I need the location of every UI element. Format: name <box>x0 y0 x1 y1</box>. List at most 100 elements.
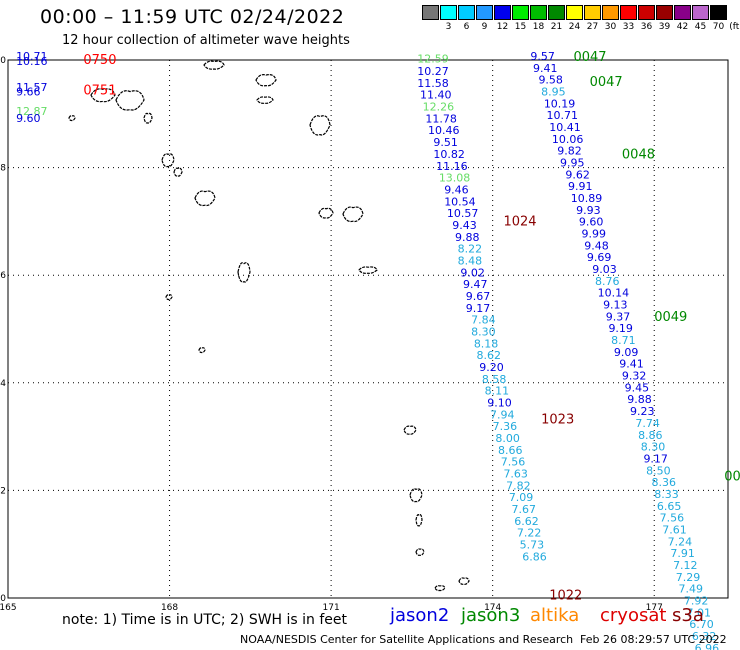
wave-height-label: 8.11 <box>485 385 510 398</box>
map-subtitle: 12 hour collection of altimeter wave hei… <box>62 33 350 48</box>
wave-height-label: 11.57 <box>16 81 48 94</box>
wave-height-label: 9.88 <box>455 231 480 244</box>
wave-height-label: 9.57 <box>530 50 555 63</box>
wave-height-label: 9.91 <box>568 180 593 193</box>
island-outline <box>237 262 251 283</box>
scale-label: 9 <box>481 22 488 32</box>
wave-height-label: 9.02 <box>460 266 485 279</box>
scale-swatch <box>602 5 619 20</box>
scale-label: 36 <box>640 22 653 32</box>
wave-height-label: 8.62 <box>477 349 502 362</box>
scale-swatch <box>566 5 583 20</box>
scale-swatch <box>512 5 529 20</box>
wave-height-label: 9.99 <box>582 228 607 241</box>
wave-height-label: 9.67 <box>466 290 491 303</box>
scale-label: 18 <box>532 22 545 32</box>
scale-label: 12 <box>496 22 509 32</box>
scale-label: 15 <box>514 22 527 32</box>
scale-unit: (ft) <box>729 22 740 32</box>
scale-label: 6 <box>463 22 470 32</box>
wave-height-label: 12.87 <box>16 105 48 118</box>
longitude-label: 177 <box>646 603 663 613</box>
wave-height-label: 7.24 <box>668 535 693 548</box>
longitude-label: 174 <box>484 603 501 613</box>
generation-timestamp: Feb 26 08:29:57 UTC 2022 <box>580 633 727 646</box>
wave-height-label: 9.62 <box>565 168 590 181</box>
wave-height-label: 8.66 <box>498 444 523 457</box>
wave-height-label: 9.66 <box>16 86 41 99</box>
wave-height-label: 7.56 <box>660 512 685 525</box>
wave-height-label: 8.58 <box>482 373 507 386</box>
satellite-cryosat: cryosat <box>600 605 667 626</box>
scale-label: 24 <box>568 22 581 32</box>
wave-height-label: 7.92 <box>684 594 709 607</box>
track-time-label: 0047 <box>573 50 606 65</box>
latitude-label: 8 <box>0 164 6 174</box>
wave-height-label: 7.82 <box>506 479 531 492</box>
island-outline <box>173 167 183 177</box>
wave-height-label: 9.48 <box>584 239 609 252</box>
wave-height-label: 9.23 <box>630 405 655 418</box>
satellite-jason3: jason3 <box>461 605 521 626</box>
island-outline <box>143 112 153 124</box>
satellite-altika: altika <box>530 605 580 626</box>
wave-height-label: 7.36 <box>493 420 518 433</box>
wave-height-label: 9.51 <box>433 136 458 149</box>
wave-height-label: 8.71 <box>611 334 636 347</box>
island-outline <box>115 90 145 111</box>
wave-height-label: 7.61 <box>662 523 687 536</box>
wave-height-label: 10.14 <box>598 287 630 300</box>
wave-height-label: 9.95 <box>560 157 585 170</box>
wave-height-label: 9.82 <box>557 145 582 158</box>
wave-height-label: 10.71 <box>547 109 579 122</box>
scale-swatch <box>656 5 673 20</box>
scale-label: 42 <box>676 22 689 32</box>
wave-height-label: 6.65 <box>657 500 682 513</box>
scale-label: 27 <box>586 22 599 32</box>
island-outline <box>358 266 378 274</box>
wave-height-label: 10.41 <box>549 121 581 134</box>
wave-height-label: 8.30 <box>641 441 666 454</box>
map-frame <box>7 59 729 599</box>
track-time-label: 0049 <box>654 310 687 325</box>
units-note: note: 1) Time is in UTC; 2) SWH is in fe… <box>62 612 348 628</box>
scale-label: 39 <box>658 22 671 32</box>
wave-height-label: 10.54 <box>444 195 476 208</box>
wave-height-label: 6.96 <box>695 642 720 650</box>
wave-height-label: 7.22 <box>517 527 542 540</box>
island-outline <box>165 294 173 301</box>
wave-height-label: 8.00 <box>495 432 519 445</box>
wave-height-label: 9.47 <box>463 278 488 291</box>
island-outline <box>409 488 423 503</box>
track-time-label: 0048 <box>622 147 655 162</box>
wave-height-label: 5.73 <box>520 539 545 552</box>
wave-height-label: 9.10 <box>487 396 512 409</box>
track-time-label: 1023 <box>541 413 574 428</box>
wave-height-label: 9.46 <box>444 183 469 196</box>
wave-height-label: 9.41 <box>619 358 644 371</box>
scale-swatch <box>440 5 457 20</box>
wave-height-label: 7.94 <box>490 408 515 421</box>
wave-height-label: 7.56 <box>501 456 526 469</box>
wave-height-label: 8.30 <box>471 325 496 338</box>
wave-height-label: 6.62 <box>514 515 539 528</box>
wave-height-label: 8.76 <box>595 275 620 288</box>
scale-swatch <box>422 5 439 20</box>
wave-height-label: 8.86 <box>638 429 663 442</box>
wave-height-label: 9.43 <box>452 219 477 232</box>
wave-height-label: 11.16 <box>436 160 468 173</box>
wave-height-label: 6.70 <box>689 618 714 631</box>
wave-height-label: 9.17 <box>643 452 668 465</box>
island-outline <box>194 190 216 207</box>
island-outline <box>256 96 274 104</box>
scale-swatch <box>458 5 475 20</box>
wave-height-label: 7.29 <box>676 571 701 584</box>
wave-height-label: 9.13 <box>603 299 628 312</box>
wave-height-label: 8.33 <box>654 488 679 501</box>
wave-height-label: 12.26 <box>423 101 455 114</box>
wave-height-label: 7.84 <box>471 314 496 327</box>
island-outline <box>203 60 225 70</box>
wave-height-label: 8.48 <box>458 254 483 267</box>
wave-height-label: 9.09 <box>614 346 639 359</box>
wave-height-label: 8.22 <box>458 243 483 256</box>
